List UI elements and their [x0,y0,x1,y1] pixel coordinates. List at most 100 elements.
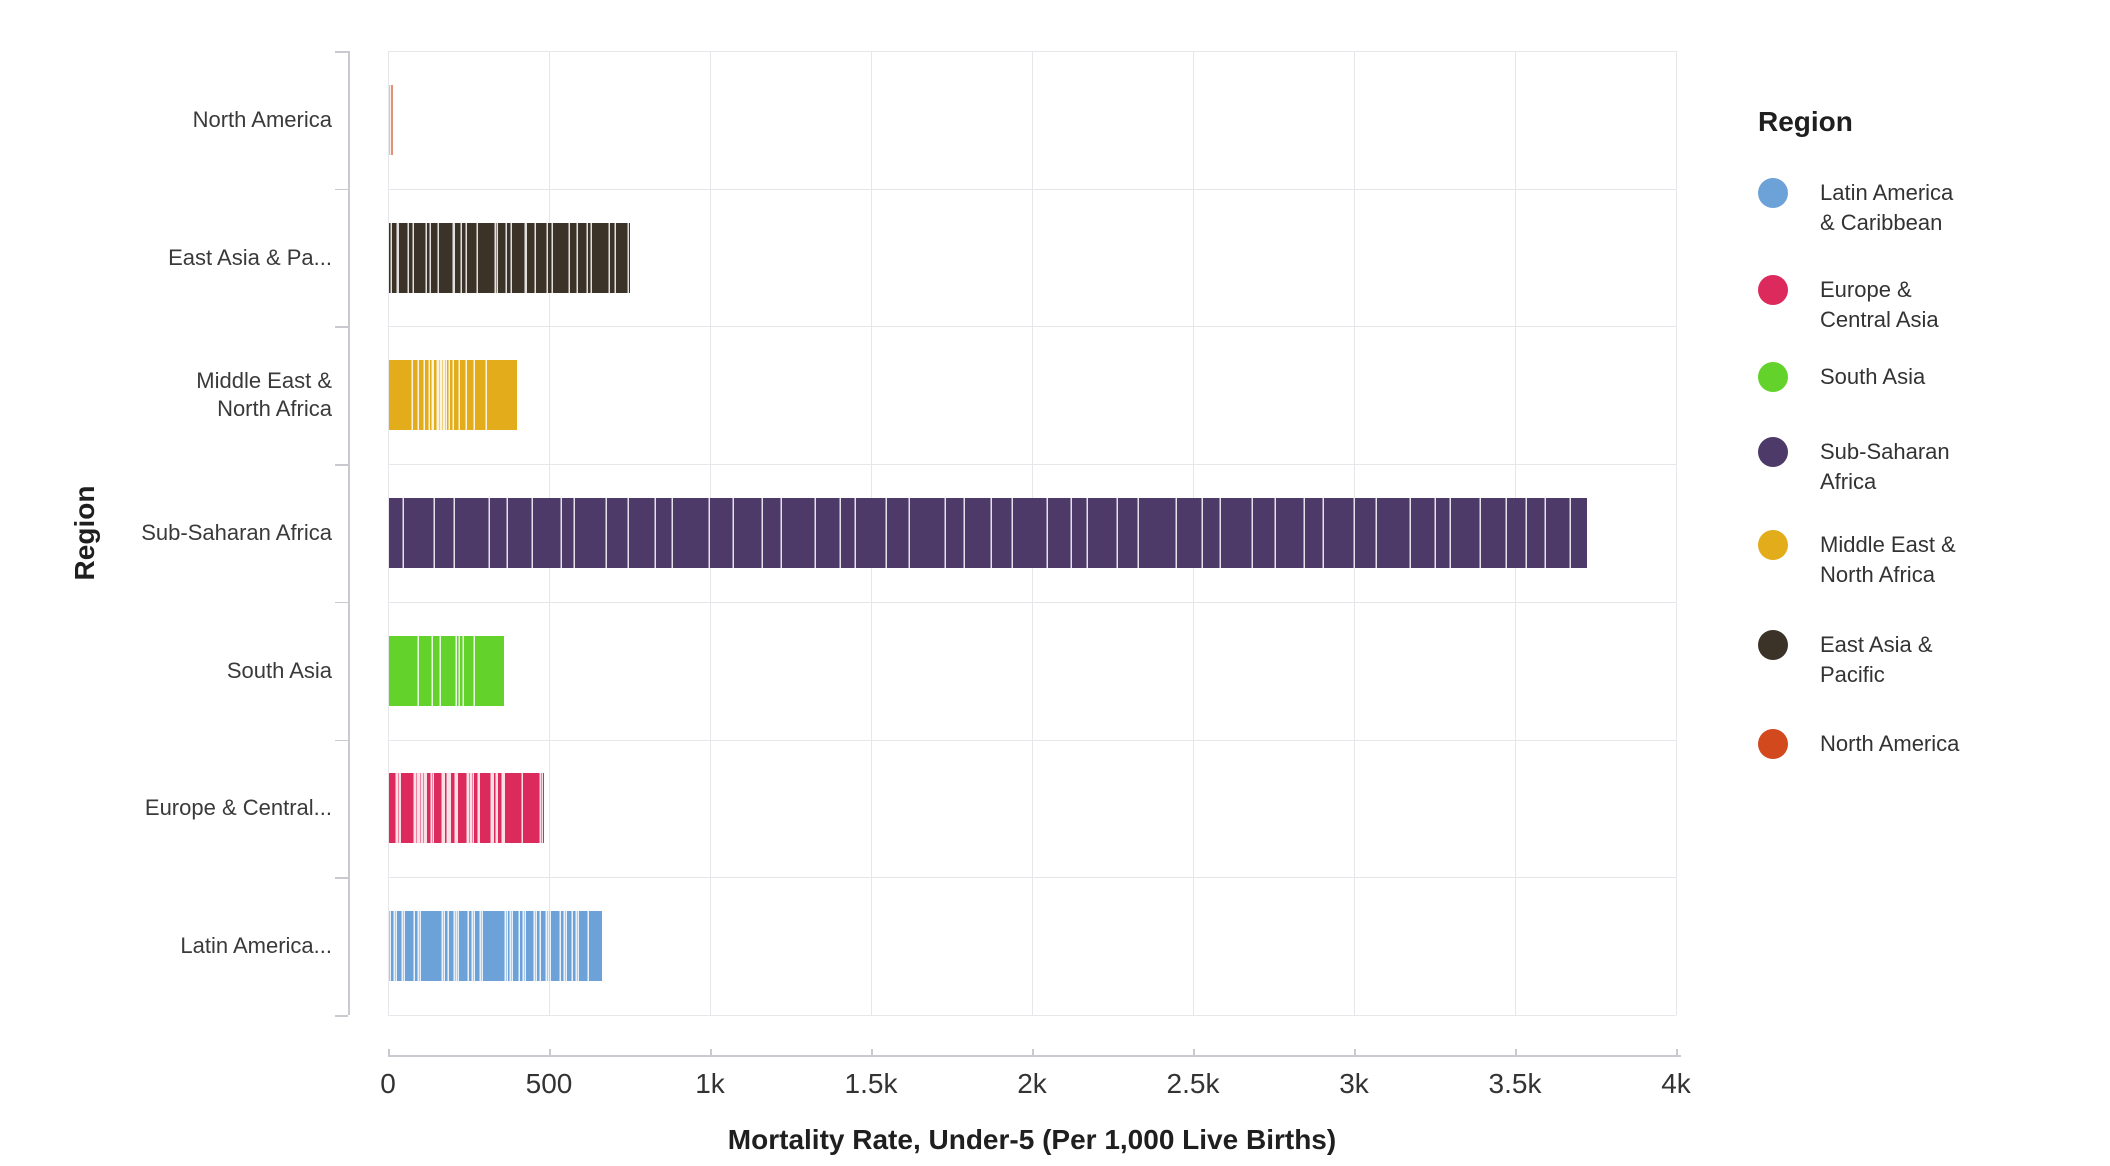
bar-segment[interactable] [1323,498,1355,568]
bar-segment[interactable] [551,911,561,982]
bar-segment[interactable] [433,360,435,431]
bar-segment[interactable] [454,360,460,431]
bar-segment[interactable] [457,773,468,844]
bar-segment[interactable] [615,222,629,293]
bar-segment[interactable] [1276,498,1305,568]
bar-europe-central-asia[interactable] [389,773,544,844]
bar-segment[interactable] [504,773,506,844]
bar-segment[interactable] [457,911,460,982]
bar-sub-saharan-africa[interactable] [389,498,1587,568]
bar-segment[interactable] [466,360,476,431]
bar-segment[interactable] [420,911,444,982]
bar-segment[interactable] [413,222,428,293]
bar-segment[interactable] [397,773,399,844]
bar-segment[interactable] [404,498,436,568]
bar-segment[interactable] [491,773,493,844]
bar-segment[interactable] [435,498,456,568]
bar-segment[interactable] [462,222,467,293]
bar-segment[interactable] [1507,498,1527,568]
bar-segment[interactable] [389,911,391,982]
bar-segment[interactable] [432,773,435,844]
bar-segment[interactable] [525,911,536,982]
bar-segment[interactable] [486,360,518,431]
bar-segment[interactable] [448,773,451,844]
bar-segment[interactable] [474,635,505,706]
bar-segment[interactable] [477,222,496,293]
bar-segment[interactable] [588,911,602,982]
bar-segment[interactable] [1253,498,1277,568]
bar-segment[interactable] [389,222,392,293]
bar-segment[interactable] [1047,498,1072,568]
bar-segment[interactable] [656,498,674,568]
bar-segment[interactable] [456,773,457,844]
bar-segment[interactable] [1450,498,1481,568]
bar-segment[interactable] [1571,498,1587,568]
bar-segment[interactable] [468,911,473,982]
bar-segment[interactable] [446,360,450,431]
bar-segment[interactable] [418,911,421,982]
bar-segment[interactable] [533,498,562,568]
bar-segment[interactable] [444,360,446,431]
bar-segment[interactable] [412,360,419,431]
bar-segment[interactable] [964,498,993,568]
bar-segment[interactable] [429,360,434,431]
bar-segment[interactable] [542,773,544,844]
bar-segment[interactable] [398,222,409,293]
bar-segment[interactable] [432,635,442,706]
bar-segment[interactable] [887,498,911,568]
bar-segment[interactable] [425,773,427,844]
bar-segment[interactable] [430,222,439,293]
bar-segment[interactable] [560,911,565,982]
bar-segment[interactable] [502,773,505,844]
bar-segment[interactable] [414,911,419,982]
bar-segment[interactable] [537,911,542,982]
bar-segment[interactable] [441,635,457,706]
bar-segment[interactable] [405,911,415,982]
bar-segment[interactable] [561,498,576,568]
bar-segment[interactable] [579,911,589,982]
bar-segment[interactable] [445,360,447,431]
bar-segment[interactable] [498,222,507,293]
bar-segment[interactable] [442,360,445,431]
bar-segment[interactable] [419,773,423,844]
bar-segment[interactable] [472,773,474,844]
bar-segment[interactable] [480,773,492,844]
bar-segment[interactable] [573,911,578,982]
bar-segment[interactable] [1354,498,1377,568]
bar-segment[interactable] [548,222,554,293]
bar-segment[interactable] [445,911,449,982]
bar-segment[interactable] [389,635,420,706]
bar-segment[interactable] [424,360,430,431]
bar-segment[interactable] [418,773,420,844]
bar-segment[interactable] [423,773,425,844]
bar-segment[interactable] [426,773,432,844]
bar-segment[interactable] [390,911,395,982]
bar-segment[interactable] [400,773,416,844]
bar-segment[interactable] [523,911,526,982]
bar-east-asia-pacific[interactable] [389,222,630,293]
bar-segment[interactable] [1480,498,1508,568]
bar-latin-america-caribbean[interactable] [389,911,602,982]
bar-segment[interactable] [438,360,442,431]
bar-segment[interactable] [710,498,734,568]
bar-segment[interactable] [841,498,856,568]
bar-segment[interactable] [762,498,782,568]
bar-segment[interactable] [946,498,965,568]
bar-segment[interactable] [566,911,574,982]
bar-segment[interactable] [1546,498,1572,568]
bar-segment[interactable] [513,911,520,982]
bar-segment[interactable] [535,911,538,982]
bar-segment[interactable] [471,773,473,844]
bar-segment[interactable] [577,222,589,293]
bar-segment[interactable] [467,773,469,844]
bar-segment[interactable] [733,498,763,568]
bar-segment[interactable] [403,911,406,982]
bar-segment[interactable] [526,222,528,293]
bar-segment[interactable] [507,911,512,982]
bar-segment[interactable] [419,635,433,706]
bar-segment[interactable] [441,360,443,431]
bar-segment[interactable] [431,773,433,844]
bar-segment[interactable] [389,773,398,844]
bar-segment[interactable] [1138,498,1177,568]
bar-segment[interactable] [466,222,478,293]
